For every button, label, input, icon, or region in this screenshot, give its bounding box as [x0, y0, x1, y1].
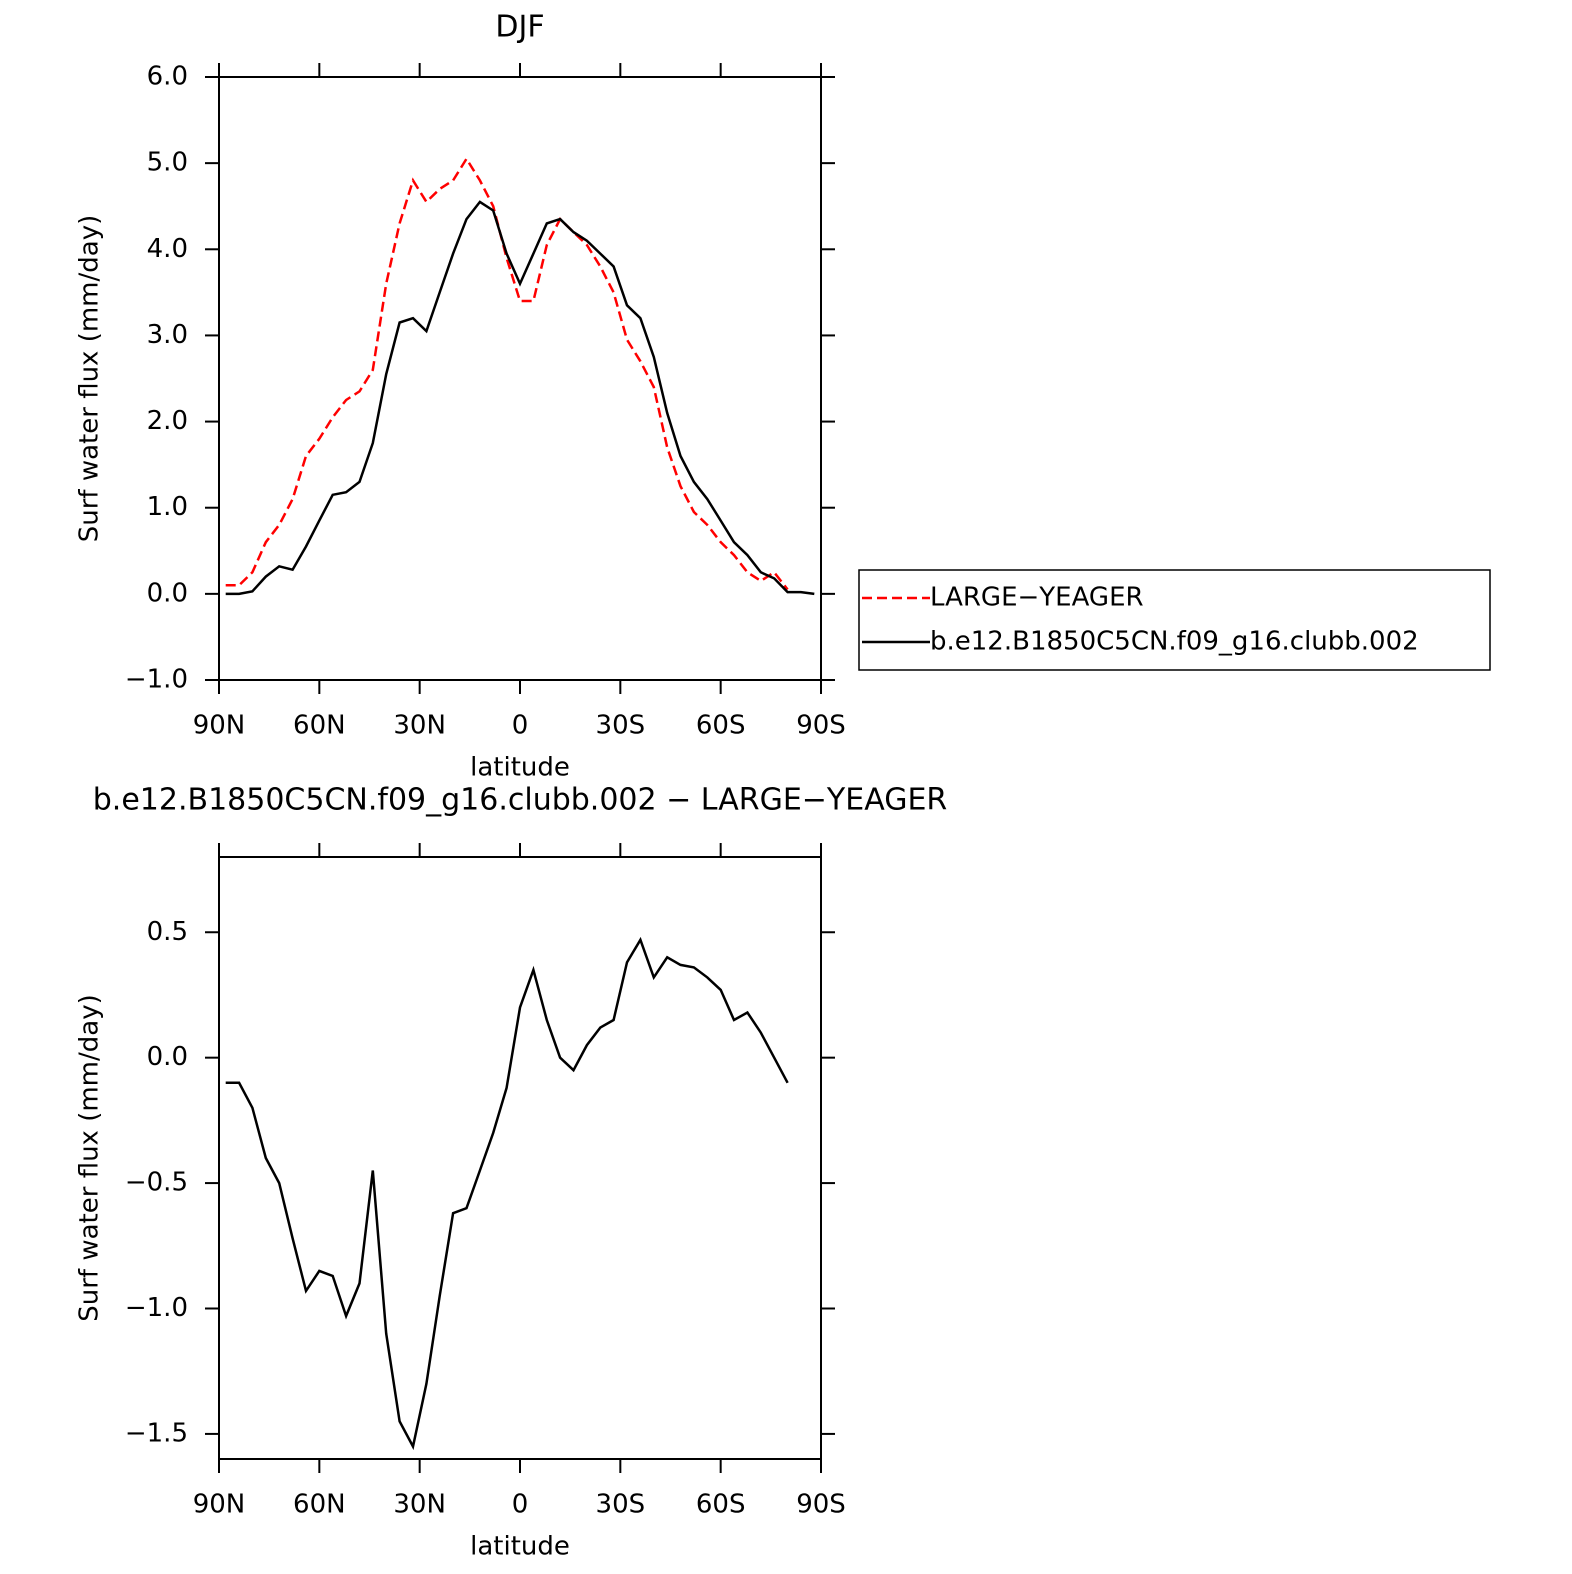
y-tick-label: 2.0 — [147, 406, 188, 436]
x-tick-label: 60S — [696, 1490, 746, 1520]
y-axis-label: Surf water flux (mm/day) — [75, 994, 105, 1321]
y-tick-label: 3.0 — [147, 320, 188, 350]
x-tick-label: 0 — [512, 1490, 529, 1520]
x-axis-label: latitude — [470, 1532, 570, 1562]
x-tick-label: 90S — [796, 1490, 846, 1520]
plot-frame — [218, 856, 822, 1460]
x-axis-label: latitude — [470, 753, 570, 783]
y-tick-label: −1.0 — [125, 1293, 188, 1323]
y-tick-label: 5.0 — [147, 148, 188, 178]
x-tick-label: 90S — [796, 711, 846, 741]
chart-title: b.e12.B1850C5CN.f09_g16.clubb.002 − LARG… — [93, 783, 948, 818]
legend-label: LARGE−YEAGER — [930, 583, 1144, 613]
x-tick-label: 60N — [293, 1490, 346, 1520]
y-tick-label: 0.5 — [147, 917, 188, 947]
x-tick-label: 30N — [393, 1490, 446, 1520]
y-tick-label: 0.0 — [147, 578, 188, 608]
x-tick-label: 30S — [596, 711, 646, 741]
y-tick-label: 0.0 — [147, 1042, 188, 1072]
legend-box — [858, 569, 1491, 671]
x-tick-label: 30N — [393, 711, 446, 741]
y-tick-label: 6.0 — [147, 62, 188, 92]
x-tick-label: 30S — [596, 1490, 646, 1520]
series-line — [225, 200, 815, 596]
y-tick-label: −1.0 — [125, 665, 188, 695]
plot-frame — [218, 76, 822, 681]
chart-title: DJF — [495, 10, 544, 45]
legend-label: b.e12.B1850C5CN.f09_g16.clubb.002 — [930, 627, 1419, 657]
x-tick-label: 90N — [193, 711, 246, 741]
x-tick-label: 60N — [293, 711, 346, 741]
y-axis-label: Surf water flux (mm/day) — [75, 215, 105, 542]
x-tick-label: 90N — [193, 1490, 246, 1520]
y-tick-label: −1.5 — [125, 1418, 188, 1448]
x-tick-label: 0 — [512, 711, 529, 741]
y-tick-label: 4.0 — [147, 234, 188, 264]
y-tick-label: −0.5 — [125, 1168, 188, 1198]
x-tick-label: 60S — [696, 711, 746, 741]
series-line — [225, 936, 789, 1451]
y-tick-label: 1.0 — [147, 492, 188, 522]
series-line — [225, 156, 789, 591]
